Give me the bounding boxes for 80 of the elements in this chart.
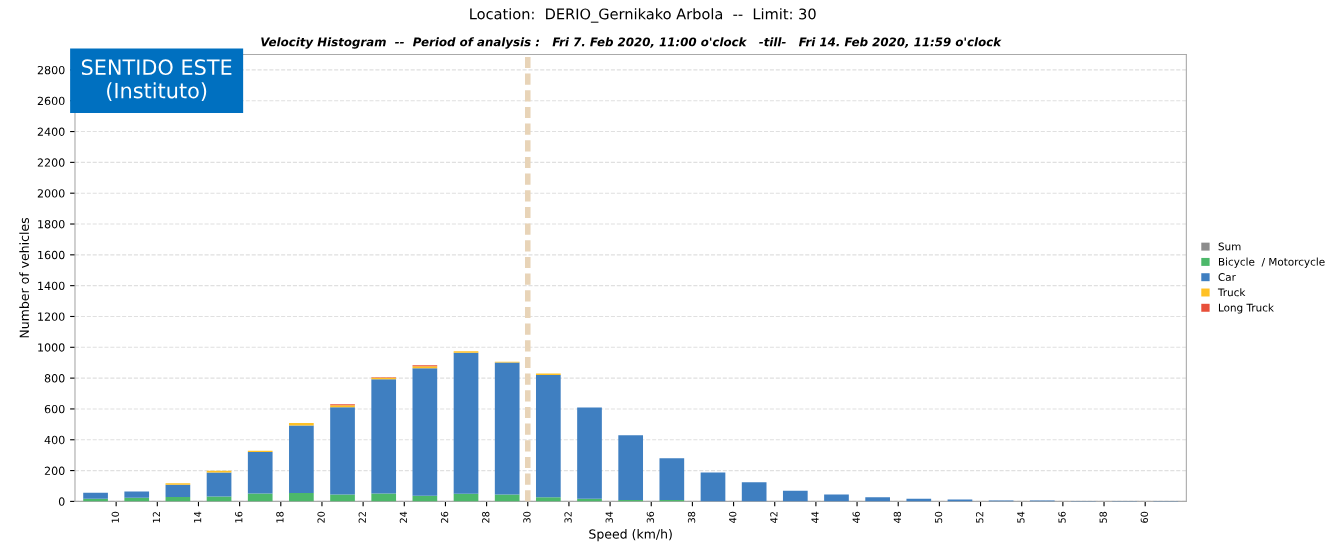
y-axis-title: Number of vehicles: [19, 217, 30, 338]
bar: [247, 451, 273, 494]
x-tick-label: 52: [976, 512, 984, 523]
y-tick-label: 2400: [37, 127, 65, 136]
x-tick-label: 56: [1058, 511, 1066, 523]
x-tick-label: 16: [235, 511, 243, 523]
legend-label: Bicycle / Motorcycle: [1218, 257, 1325, 268]
x-tick-label: 36: [646, 511, 655, 523]
y-tick-label: 800: [44, 374, 65, 383]
y-tick-label: 2600: [37, 96, 65, 106]
y-tick-label: 1000: [38, 343, 65, 352]
x-tick-label: 40: [729, 511, 737, 524]
bar: [494, 362, 520, 495]
x-tick-label: 46: [852, 511, 860, 524]
x-tick-label: 18: [276, 511, 284, 523]
chart-subtitle: Velocity Histogram -- Period of analysis : Fri 7. Feb 2020, 11:00 o'clock -till- Fri 14. Feb 2020, 11:59 o'clock: [261, 37, 1002, 49]
x-tick-label: 20: [317, 511, 325, 523]
bar: [412, 368, 438, 496]
bar: [536, 497, 561, 502]
y-tick-label: 600: [44, 404, 65, 414]
legend-label: Truck: [1217, 288, 1246, 297]
bar: [494, 494, 520, 502]
x-tick-label: 30: [523, 511, 531, 523]
bar: [124, 491, 150, 498]
bar: [577, 407, 602, 499]
x-tick-label: 32: [564, 512, 572, 523]
y-tick-label: 1800: [38, 219, 65, 229]
bar: [371, 379, 397, 494]
x-axis-title: Speed (km/h): [589, 529, 672, 542]
x-tick-label: 34: [605, 511, 613, 523]
x-tick-label: 48: [893, 511, 902, 524]
bar: [206, 496, 232, 502]
bar: [700, 472, 726, 502]
bar: [536, 374, 561, 498]
legend-label: Car: [1218, 273, 1236, 281]
legend-label: Long Truck: [1218, 303, 1274, 314]
bar: [289, 422, 314, 426]
x-tick-label: 26: [440, 511, 449, 523]
x-tick-label: 24: [399, 511, 407, 523]
bar: [741, 482, 767, 502]
y-tick-label: 2800: [37, 65, 65, 75]
y-tick-label: 400: [44, 435, 65, 445]
bar: [618, 435, 644, 501]
bar: [453, 352, 479, 494]
annotation: SENTIDO ESTE (Instituto): [81, 59, 232, 101]
y-tick-label: 2200: [37, 158, 65, 167]
bar: [289, 493, 314, 502]
y-tick-label: 2000: [37, 189, 65, 198]
legend-label: Sum: [1218, 242, 1241, 251]
bar: [83, 492, 108, 499]
bar: [165, 497, 191, 502]
x-tick-label: 54: [1017, 511, 1025, 523]
bar: [330, 494, 355, 502]
bar: [659, 458, 685, 501]
x-tick-label: 28: [482, 511, 490, 523]
bar: [165, 484, 191, 498]
bar: [782, 490, 808, 502]
x-tick-label: 12: [152, 512, 160, 523]
y-tick-label: 1600: [38, 250, 65, 260]
bar: [247, 493, 273, 502]
x-tick-label: 60: [1140, 511, 1149, 523]
bar: [824, 494, 849, 502]
y-tick-label: 0: [58, 497, 65, 506]
x-tick-label: 50: [934, 511, 943, 523]
x-tick-label: 14: [194, 511, 202, 523]
y-tick-label: 1400: [38, 281, 65, 291]
bar: [289, 425, 314, 494]
chart-title: Location: DERIO_Gernikako Arbola -- Limit: 30: [470, 8, 816, 23]
y-tick-label: 1200: [38, 312, 65, 321]
bar: [206, 472, 232, 497]
x-tick-label: 58: [1099, 511, 1107, 523]
bar: [865, 497, 890, 502]
bar: [330, 407, 355, 495]
x-tick-label: 22: [358, 512, 366, 523]
x-tick-label: 38: [687, 511, 696, 523]
y-tick-label: 200: [44, 466, 65, 475]
bar: [371, 493, 397, 502]
x-tick-label: 10: [111, 511, 119, 523]
x-tick-label: 44: [811, 511, 819, 524]
x-tick-label: 42: [770, 512, 778, 524]
